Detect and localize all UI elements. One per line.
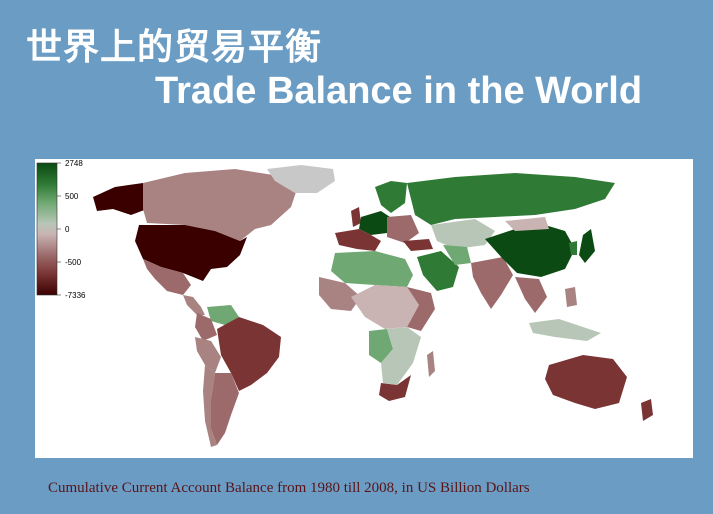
title-chinese: 世界上的贸易平衡 <box>26 27 323 68</box>
venezuela <box>207 305 239 325</box>
title-english: Trade Balance in the World <box>155 70 643 112</box>
new-zealand <box>641 399 653 421</box>
iran <box>443 245 471 265</box>
korea <box>569 241 577 255</box>
southern-africa <box>381 327 421 385</box>
legend-tick-label: 500 <box>65 192 79 201</box>
russia <box>407 173 615 225</box>
colombia <box>195 313 217 341</box>
united-kingdom <box>351 207 361 227</box>
mongolia <box>505 217 549 231</box>
australia <box>545 355 627 409</box>
map-caption: Cumulative Current Account Balance from … <box>48 480 530 496</box>
legend-color-bar <box>36 162 58 296</box>
turkey <box>403 239 433 251</box>
brazil <box>217 317 281 391</box>
argentina <box>211 373 239 445</box>
north-africa <box>331 251 413 287</box>
china <box>485 225 575 277</box>
canada <box>143 169 297 241</box>
central-africa <box>351 285 419 329</box>
legend-tick-label: 0 <box>65 225 70 234</box>
legend-tick-label: -7336 <box>65 291 86 299</box>
legend-tick-label: -500 <box>65 258 82 267</box>
angola <box>369 329 393 363</box>
united-states <box>135 225 247 281</box>
chile <box>203 365 217 447</box>
peru <box>195 337 221 373</box>
madagascar <box>427 351 435 377</box>
central-america <box>183 295 205 315</box>
indonesia <box>529 319 601 341</box>
west-africa <box>319 277 361 311</box>
legend: 2748 500 0 -500 -7336 <box>36 159 86 299</box>
arabia <box>417 251 459 291</box>
mexico <box>143 259 191 295</box>
greenland <box>267 165 335 193</box>
eastern-europe <box>387 215 419 243</box>
philippines <box>565 287 577 307</box>
alaska <box>93 183 147 215</box>
india <box>471 257 513 309</box>
world-map-svg <box>93 165 653 447</box>
east-africa <box>407 287 435 331</box>
central-asia <box>431 219 495 249</box>
japan <box>579 229 595 263</box>
scandinavia <box>375 181 407 213</box>
south-africa <box>379 375 411 401</box>
world-map: 2748 500 0 -500 -7336 <box>35 159 693 458</box>
southern-europe <box>335 229 381 251</box>
western-europe <box>359 211 393 235</box>
legend-tick-label: 2748 <box>65 159 83 168</box>
southeast-asia <box>515 277 547 313</box>
